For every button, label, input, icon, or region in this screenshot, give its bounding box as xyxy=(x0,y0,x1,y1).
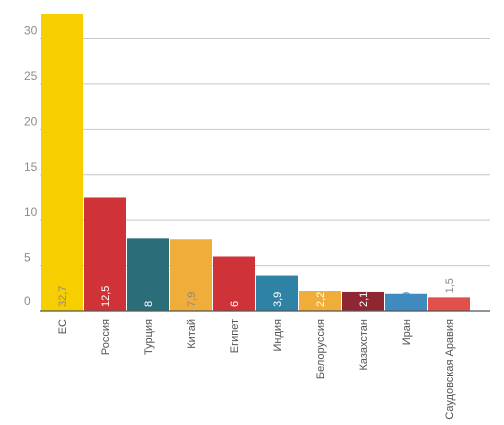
bar xyxy=(299,291,341,311)
bar xyxy=(213,256,255,311)
value-label: 2,2 xyxy=(315,292,327,307)
category-label: Турция xyxy=(143,319,155,355)
value-label: 6 xyxy=(229,301,241,307)
value-labels: 32,7 12,5 8 7,9 6 3,9 2,2 2,1 1,9 1,5 xyxy=(57,278,456,307)
value-label: 32,7 xyxy=(57,286,69,307)
category-label: Россия xyxy=(100,319,112,355)
y-tick-label: 10 xyxy=(24,205,38,219)
value-label: 12,5 xyxy=(100,286,112,307)
category-label: Саудовская Аравия xyxy=(444,319,456,420)
category-label: Индия xyxy=(272,319,284,352)
value-label: 2,1 xyxy=(358,292,370,307)
category-label: Иран xyxy=(401,319,413,345)
y-axis-ticks: 0 5 10 15 20 25 30 xyxy=(24,24,38,308)
bar xyxy=(170,239,212,311)
value-label: 7,9 xyxy=(186,292,198,307)
category-labels: ЕС Россия Турция Китай Египет Индия Белоруссия… xyxy=(57,319,456,420)
y-tick-label: 5 xyxy=(24,251,31,265)
bar xyxy=(41,14,83,311)
value-label: 3,9 xyxy=(272,292,284,307)
value-label: 1,9 xyxy=(401,292,413,307)
bar xyxy=(385,293,427,311)
bar xyxy=(84,197,126,311)
bar xyxy=(342,291,384,311)
y-tick-label: 20 xyxy=(24,114,38,128)
category-label: ЕС xyxy=(57,319,69,334)
category-label: Белоруссия xyxy=(315,319,327,379)
bars xyxy=(41,14,470,311)
y-tick-label: 30 xyxy=(24,24,38,38)
bar xyxy=(127,238,169,311)
y-tick-label: 25 xyxy=(24,69,38,83)
y-tick-label: 0 xyxy=(24,294,31,308)
value-label: 8 xyxy=(143,301,155,307)
bar xyxy=(428,297,470,311)
bar xyxy=(256,275,298,311)
category-label: Египет xyxy=(229,319,241,353)
value-label: 1,5 xyxy=(444,278,456,293)
category-label: Казахстан xyxy=(358,319,370,371)
y-tick-label: 15 xyxy=(24,160,38,174)
category-label: Китай xyxy=(186,319,198,349)
